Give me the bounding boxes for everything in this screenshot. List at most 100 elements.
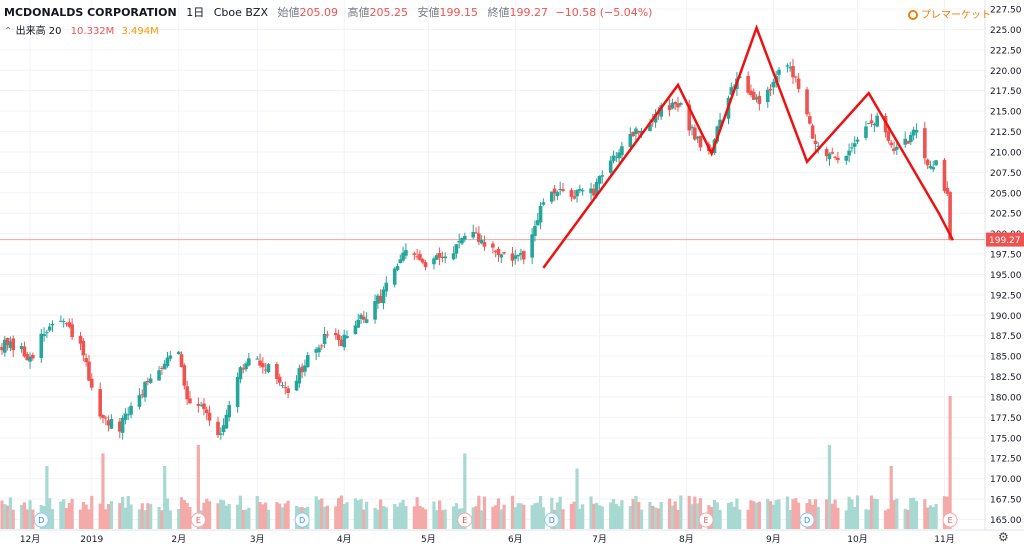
candle-body[interactable] (373, 301, 377, 320)
candle-body[interactable] (275, 364, 279, 380)
candle-body[interactable] (496, 249, 501, 256)
candle-body[interactable] (359, 314, 363, 319)
candle-body[interactable] (148, 378, 153, 383)
candle-body[interactable] (796, 78, 801, 89)
candle-body[interactable] (129, 405, 133, 415)
candle-body[interactable] (176, 351, 181, 355)
candle-body[interactable] (771, 82, 776, 88)
candle-body[interactable] (283, 387, 288, 389)
candle-body[interactable] (718, 119, 722, 128)
candle-body[interactable] (258, 360, 262, 366)
candle-body[interactable] (533, 225, 537, 236)
candle-body[interactable] (317, 347, 321, 353)
candle-body[interactable] (569, 190, 574, 197)
candle-body[interactable] (555, 192, 560, 197)
candle-body[interactable] (679, 103, 683, 105)
candle-body[interactable] (911, 129, 916, 136)
candle-body[interactable] (247, 358, 251, 366)
candle-body[interactable] (751, 91, 756, 100)
candle-body[interactable] (600, 175, 605, 177)
candle-body[interactable] (89, 378, 94, 388)
candle-body[interactable] (244, 363, 248, 370)
candle-body[interactable] (67, 322, 72, 327)
candle-body[interactable] (923, 128, 927, 159)
candle-body[interactable] (850, 147, 854, 149)
candle-body[interactable] (889, 142, 893, 146)
candle-body[interactable] (50, 324, 55, 326)
candle-body[interactable] (137, 395, 142, 407)
candle-body[interactable] (510, 253, 515, 261)
candle-body[interactable] (768, 88, 773, 91)
candle-body[interactable] (471, 231, 476, 238)
candle-body[interactable] (261, 363, 265, 368)
candle-body[interactable] (541, 202, 546, 205)
candle-body[interactable] (648, 123, 652, 132)
candle-body[interactable] (314, 349, 318, 353)
candle-body[interactable] (493, 250, 498, 252)
earnings-marker[interactable] (457, 512, 473, 528)
candle-body[interactable] (746, 75, 750, 93)
candle-body[interactable] (502, 252, 506, 254)
candle-body[interactable] (277, 376, 282, 383)
candle-body[interactable] (322, 333, 327, 344)
dividend-marker[interactable] (544, 512, 560, 528)
candle-body[interactable] (42, 334, 46, 337)
dividend-marker[interactable] (799, 512, 815, 528)
candle-body[interactable] (28, 356, 32, 362)
candle-body[interactable] (808, 116, 812, 124)
candle-body[interactable] (218, 433, 223, 435)
candle-body[interactable] (437, 253, 442, 258)
candle-body[interactable] (143, 381, 147, 398)
candle-body[interactable] (477, 233, 481, 242)
candle-body[interactable] (423, 262, 428, 268)
candle-body[interactable] (392, 268, 397, 285)
candle-body[interactable] (101, 415, 105, 418)
candle-body[interactable] (168, 355, 173, 359)
candle-body[interactable] (928, 166, 933, 169)
candle-body[interactable] (886, 131, 891, 141)
candle-body[interactable] (336, 334, 341, 341)
candle-body[interactable] (925, 159, 930, 166)
candle-body[interactable] (457, 241, 462, 243)
candle-body[interactable] (549, 191, 554, 202)
candle-body[interactable] (395, 266, 400, 270)
candle-body[interactable] (227, 405, 232, 418)
candle-body[interactable] (286, 388, 290, 394)
candle-body[interactable] (196, 403, 201, 406)
candle-body[interactable] (836, 157, 840, 161)
candle-body[interactable] (909, 134, 913, 143)
candle-body[interactable] (732, 86, 736, 88)
candle-body[interactable] (552, 188, 557, 194)
candle-body[interactable] (401, 252, 405, 261)
candle-body[interactable] (333, 333, 338, 336)
candle-body[interactable] (118, 421, 122, 432)
candle-body[interactable] (162, 363, 167, 370)
candle-body[interactable] (813, 140, 818, 144)
candle-body[interactable] (420, 259, 425, 263)
candle-body[interactable] (415, 256, 419, 258)
candle-body[interactable] (356, 319, 361, 328)
candle-body[interactable] (499, 254, 504, 258)
candle-body[interactable] (765, 89, 770, 103)
candle-body[interactable] (521, 250, 526, 260)
candle-body[interactable] (538, 205, 543, 223)
candle-body[interactable] (19, 346, 24, 350)
candle-body[interactable] (157, 370, 161, 381)
candle-body[interactable] (653, 114, 658, 123)
candle-body[interactable] (182, 365, 187, 386)
candle-body[interactable] (188, 398, 192, 404)
candle-body[interactable] (945, 188, 950, 194)
candle-body[interactable] (8, 341, 13, 348)
candle-body[interactable] (381, 289, 386, 304)
candle-body[interactable] (204, 409, 209, 414)
candle-body[interactable] (594, 181, 599, 196)
candle-body[interactable] (491, 243, 495, 248)
candle-body[interactable] (687, 104, 692, 131)
symbol-name[interactable]: MCDONALDS CORPORATION (4, 6, 177, 19)
earnings-marker[interactable] (942, 512, 958, 528)
candle-body[interactable] (463, 235, 467, 240)
candle-body[interactable] (558, 188, 562, 190)
candle-body[interactable] (106, 420, 111, 426)
candle-body[interactable] (810, 125, 815, 139)
candle-body[interactable] (816, 145, 821, 148)
